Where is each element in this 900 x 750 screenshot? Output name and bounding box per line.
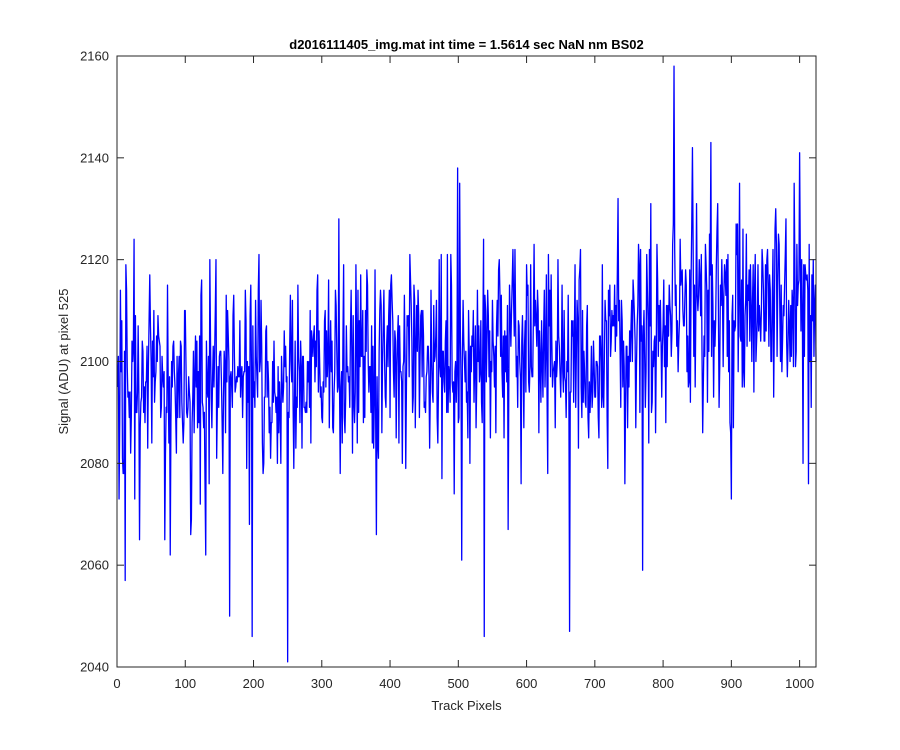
series-layer (117, 65, 817, 663)
y-tick-label: 2160 (80, 49, 109, 64)
x-tick-label: 800 (652, 676, 674, 691)
chart-title: d2016111405_img.mat int time = 1.5614 se… (289, 37, 643, 52)
x-tick-label: 1000 (785, 676, 814, 691)
x-tick-label: 700 (584, 676, 606, 691)
y-axis-label: Signal (ADU) at pixel 525 (56, 289, 71, 435)
x-tick-label: 400 (379, 676, 401, 691)
ticks-layer: 0 100 200 300 400 500 600 700 800 900 1000 2040 2060… (80, 49, 816, 691)
y-tick-label: 2060 (80, 558, 109, 573)
x-tick-label: 0 (113, 676, 120, 691)
x-tick-label: 100 (174, 676, 196, 691)
series-line (117, 65, 817, 663)
x-tick-label: 600 (516, 676, 538, 691)
y-tick-label: 2100 (80, 354, 109, 369)
x-tick-label: 900 (721, 676, 743, 691)
y-tick-label: 2080 (80, 456, 109, 471)
x-tick-label: 300 (311, 676, 333, 691)
x-axis-label: Track Pixels (431, 698, 502, 713)
x-tick-label: 200 (243, 676, 265, 691)
x-tick-label: 500 (447, 676, 469, 691)
y-tick-label: 2140 (80, 150, 109, 165)
y-tick-label: 2040 (80, 660, 109, 675)
y-tick-label: 2120 (80, 252, 109, 267)
